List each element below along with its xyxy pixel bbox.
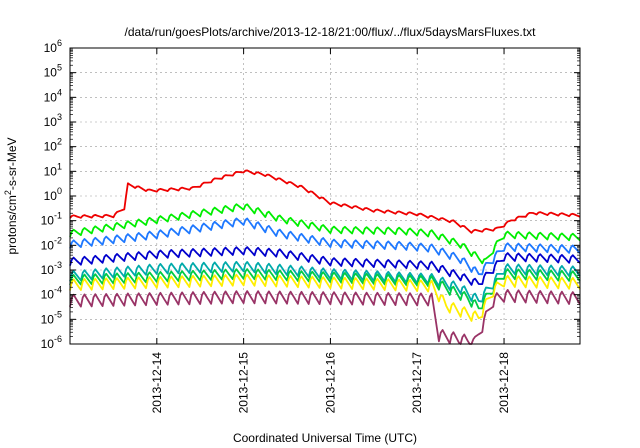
y-tick-label-exponent: 5 xyxy=(57,63,62,73)
series-line-5 xyxy=(69,268,581,310)
y-tick-label-exponent: -4 xyxy=(54,285,62,295)
chart-title: /data/run/goesPlots/archive/2013-12-18/2… xyxy=(125,25,537,39)
y-tick-label: 10-5 xyxy=(41,309,62,326)
y-tick-label-base: 10 xyxy=(41,238,55,252)
y-tick-label: 102 xyxy=(44,137,62,154)
y-axis-label-base: protons/cm xyxy=(5,195,19,254)
x-axis-label: Coordinated Universal Time (UTC) xyxy=(233,431,417,445)
series-line-1 xyxy=(69,203,581,265)
y-axis-label-sup: 2 xyxy=(3,190,13,195)
y-tick-label-exponent: -6 xyxy=(54,334,62,344)
y-tick-label-exponent: 4 xyxy=(57,87,62,97)
series-line-2 xyxy=(69,217,581,276)
y-tick-label: 105 xyxy=(44,63,62,80)
y-tick-label-base: 10 xyxy=(41,288,55,302)
y-tick-label-exponent: -3 xyxy=(54,260,62,270)
y-tick-label: 10-3 xyxy=(41,260,62,277)
y-tick-label: 106 xyxy=(44,38,62,55)
y-tick-label-exponent: 0 xyxy=(57,186,62,196)
y-tick-label-exponent: 6 xyxy=(57,38,62,48)
series-line-0 xyxy=(69,169,581,234)
x-tick-label: 2013-12-18 xyxy=(497,352,511,414)
series-group xyxy=(69,169,581,345)
x-tick-label: 2013-12-15 xyxy=(237,352,251,414)
y-tick-label: 101 xyxy=(44,161,62,178)
x-tick-label: 2013-12-14 xyxy=(150,352,164,414)
y-tick-label: 104 xyxy=(44,87,62,104)
series-line-4 xyxy=(69,260,581,303)
x-tick-label: 2013-12-17 xyxy=(410,352,424,414)
y-tick-label-base: 10 xyxy=(44,189,58,203)
y-tick-label-base: 10 xyxy=(44,90,58,104)
y-tick-label-base: 10 xyxy=(44,164,58,178)
y-tick-label-exponent: -1 xyxy=(54,211,62,221)
y-tick-label: 100 xyxy=(44,186,62,203)
y-axis-label-rest: -s-sr-MeV xyxy=(5,137,19,190)
y-axis: 10-610-510-410-310-210-11001011021031041… xyxy=(41,38,580,351)
series-line-7 xyxy=(69,289,581,345)
y-tick-label-base: 10 xyxy=(44,140,58,154)
y-tick-label-base: 10 xyxy=(41,214,55,228)
y-tick-label-base: 10 xyxy=(41,263,55,277)
y-tick-label: 10-1 xyxy=(41,211,62,228)
y-tick-label: 103 xyxy=(44,112,62,129)
y-axis-label: protons/cm2-s-sr-MeV xyxy=(3,137,19,254)
y-tick-label-base: 10 xyxy=(44,41,58,55)
x-tick-label: 2013-12-16 xyxy=(323,352,337,414)
series-line-6 xyxy=(69,273,581,322)
grid-lines xyxy=(70,48,580,344)
series-line-3 xyxy=(69,246,581,286)
y-tick-label: 10-2 xyxy=(41,235,62,252)
y-tick-label: 10-6 xyxy=(41,334,62,351)
y-tick-label-base: 10 xyxy=(41,337,55,351)
y-tick-label-exponent: 1 xyxy=(57,161,62,171)
y-tick-label-exponent: 2 xyxy=(57,137,62,147)
y-tick-label-base: 10 xyxy=(44,66,58,80)
y-tick-label-base: 10 xyxy=(44,115,58,129)
y-tick-label-base: 10 xyxy=(41,312,55,326)
x-axis: 2013-12-14 2013-12-15 2013-12-16 2013-12-17… xyxy=(150,48,511,413)
y-tick-label-exponent: 3 xyxy=(57,112,62,122)
y-tick-label-exponent: -2 xyxy=(54,235,62,245)
y-tick-label: 10-4 xyxy=(41,285,62,302)
y-tick-label-exponent: -5 xyxy=(54,309,62,319)
